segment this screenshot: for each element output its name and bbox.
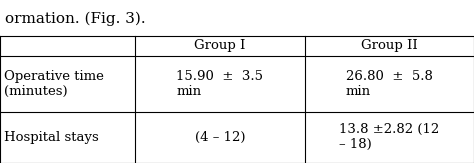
Text: 13.8 ±2.82 (12
– 18): 13.8 ±2.82 (12 – 18) [339, 123, 439, 151]
Text: Group II: Group II [361, 39, 418, 52]
Text: (4 – 12): (4 – 12) [195, 131, 245, 144]
Text: Group I: Group I [194, 39, 246, 52]
Text: Hospital stays: Hospital stays [4, 131, 99, 144]
Text: 15.90  ±  3.5
min: 15.90 ± 3.5 min [176, 70, 264, 97]
Text: Operative time
(minutes): Operative time (minutes) [4, 70, 104, 97]
Text: 26.80  ±  5.8
min: 26.80 ± 5.8 min [346, 70, 433, 97]
Text: ormation. (Fig. 3).: ormation. (Fig. 3). [5, 11, 146, 26]
